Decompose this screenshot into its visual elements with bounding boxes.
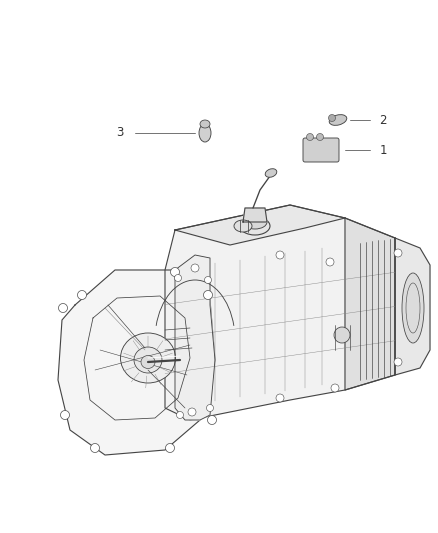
- Ellipse shape: [141, 356, 155, 368]
- Ellipse shape: [402, 273, 424, 343]
- Ellipse shape: [208, 416, 216, 424]
- Ellipse shape: [204, 290, 212, 300]
- Ellipse shape: [200, 120, 210, 128]
- Text: 3: 3: [117, 126, 124, 140]
- Ellipse shape: [243, 215, 267, 229]
- Ellipse shape: [317, 133, 324, 141]
- Ellipse shape: [188, 408, 196, 416]
- Ellipse shape: [174, 274, 181, 281]
- Polygon shape: [243, 208, 267, 222]
- Ellipse shape: [166, 443, 174, 453]
- FancyBboxPatch shape: [303, 138, 339, 162]
- Ellipse shape: [78, 290, 86, 300]
- Text: 2: 2: [379, 114, 387, 126]
- Ellipse shape: [276, 394, 284, 402]
- Ellipse shape: [394, 358, 402, 366]
- Ellipse shape: [240, 217, 270, 235]
- Ellipse shape: [199, 124, 211, 142]
- Polygon shape: [165, 205, 395, 420]
- Ellipse shape: [59, 303, 67, 312]
- Polygon shape: [395, 238, 430, 375]
- Ellipse shape: [206, 405, 213, 411]
- Ellipse shape: [276, 251, 284, 259]
- Ellipse shape: [234, 220, 252, 232]
- Ellipse shape: [328, 115, 336, 122]
- Polygon shape: [175, 255, 215, 420]
- Ellipse shape: [265, 169, 277, 177]
- Ellipse shape: [205, 277, 212, 284]
- Polygon shape: [175, 205, 345, 245]
- Polygon shape: [58, 270, 215, 455]
- Ellipse shape: [170, 268, 180, 277]
- Ellipse shape: [334, 327, 350, 343]
- Ellipse shape: [134, 347, 162, 373]
- Ellipse shape: [307, 133, 314, 141]
- Ellipse shape: [91, 443, 99, 453]
- Ellipse shape: [394, 249, 402, 257]
- Ellipse shape: [177, 411, 184, 418]
- Ellipse shape: [191, 264, 199, 272]
- Ellipse shape: [326, 258, 334, 266]
- Ellipse shape: [329, 115, 347, 125]
- Polygon shape: [345, 218, 395, 390]
- Ellipse shape: [60, 410, 70, 419]
- Ellipse shape: [120, 333, 176, 383]
- Ellipse shape: [331, 384, 339, 392]
- Text: 1: 1: [379, 143, 387, 157]
